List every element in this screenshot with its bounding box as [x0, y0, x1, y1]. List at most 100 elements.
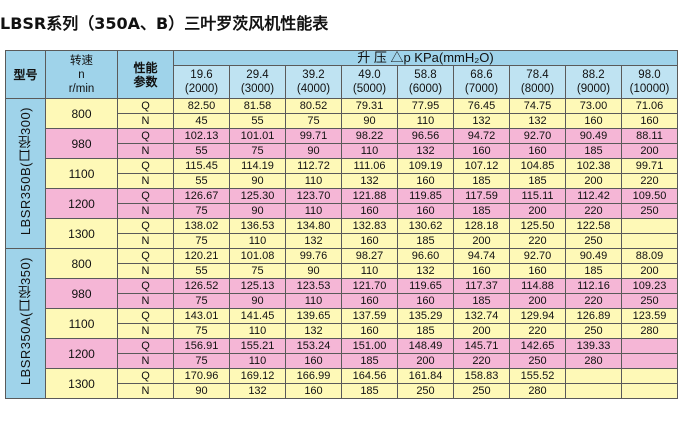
flow-value-cell: 107.12	[453, 158, 510, 174]
power-value-cell: 200	[621, 143, 678, 159]
power-value-cell: 132	[397, 263, 454, 279]
flow-value-cell: 94.74	[453, 248, 510, 264]
power-value-cell: 160	[341, 323, 398, 339]
power-value-cell: 280	[565, 353, 622, 369]
flow-value-cell: 139.33	[565, 338, 622, 354]
pressure-kpa: 68.6	[470, 69, 493, 81]
power-param-label: N	[117, 323, 174, 339]
power-value-cell	[621, 233, 678, 249]
power-value-cell: 75	[285, 113, 342, 129]
flow-value-cell: 121.70	[341, 278, 398, 294]
flow-value-cell: 121.88	[341, 188, 398, 204]
pressure-column-header: 98.0 (10000)	[621, 65, 678, 99]
power-value-cell: 75	[229, 263, 286, 279]
pressure-mmh2o: (7000)	[464, 83, 499, 95]
flow-value-cell: 92.70	[509, 128, 566, 144]
pressure-mmh2o: (8000)	[520, 83, 555, 95]
power-param-label: N	[117, 383, 174, 399]
flow-param-label: Q	[117, 368, 174, 384]
flow-value-cell: 119.85	[397, 188, 454, 204]
flow-value-cell: 129.94	[509, 308, 566, 324]
power-value-cell: 250	[397, 383, 454, 399]
flow-value-cell: 94.72	[453, 128, 510, 144]
flow-value-cell: 112.16	[565, 278, 622, 294]
flow-value-cell	[621, 338, 678, 354]
power-value-cell: 250	[565, 323, 622, 339]
power-value-cell: 220	[509, 323, 566, 339]
power-param-label: N	[117, 173, 174, 189]
flow-param-label: Q	[117, 128, 174, 144]
flow-value-cell: 169.12	[229, 368, 286, 384]
power-value-cell: 185	[453, 293, 510, 309]
power-value-cell: 185	[453, 203, 510, 219]
pressure-mmh2o: (10000)	[629, 83, 670, 95]
power-value-cell: 90	[229, 173, 286, 189]
pressure-mmh2o: (4000)	[296, 83, 331, 95]
flow-value-cell: 92.70	[509, 248, 566, 264]
table-row: N 55 75 90 110 132 160 160 185 200	[6, 143, 678, 159]
pressure-column-header: 78.4 (8000)	[509, 65, 566, 99]
flow-param-label: Q	[117, 98, 174, 114]
table-row: 1100 Q 143.01 141.45 139.65 137.59 135.29 132.7…	[6, 308, 678, 339]
power-value-cell: 200	[509, 293, 566, 309]
power-value-cell: 75	[229, 143, 286, 159]
flow-value-cell: 88.09	[621, 248, 678, 264]
table-row: LBSR350B(口径300) 800 Q 82.50 81.58 80.52 79.31 7…	[5, 98, 678, 249]
power-value-cell: 200	[453, 323, 510, 339]
flow-value-cell: 102.38	[565, 158, 622, 174]
performance-table: 型号 转速 n r/min 性能 参数 升 压 △p KPa(mmH₂O) 19…	[5, 50, 678, 399]
flow-value-cell: 148.49	[397, 338, 454, 354]
power-value-cell: 132	[453, 113, 510, 129]
flow-value-cell: 109.50	[621, 188, 678, 204]
flow-value-cell: 138.02	[173, 218, 230, 234]
flow-value-cell: 125.13	[229, 278, 286, 294]
power-param-label: N	[117, 143, 174, 159]
power-value-cell: 200	[509, 203, 566, 219]
flow-value-cell: 143.01	[173, 308, 230, 324]
table-body: LBSR350B(口径300) 800 Q 82.50 81.58 80.52 79.31 7…	[5, 98, 678, 399]
flow-value-cell: 112.42	[565, 188, 622, 204]
model-name-cell: LBSR350B(口径300)	[5, 98, 46, 249]
power-param-label: N	[117, 263, 174, 279]
power-value-cell: 280	[509, 383, 566, 399]
power-value-cell: 160	[397, 173, 454, 189]
power-param-label: N	[117, 113, 174, 129]
flow-value-cell: 115.45	[173, 158, 230, 174]
page-title: LBSR系列（350A、B）三叶罗茨风机性能表	[0, 14, 329, 33]
power-value-cell: 90	[341, 113, 398, 129]
flow-param-label: Q	[117, 248, 174, 264]
flow-value-cell: 125.50	[509, 218, 566, 234]
flow-value-cell: 77.95	[397, 98, 454, 114]
flow-value-cell: 88.11	[621, 128, 678, 144]
flow-value-cell: 90.49	[565, 248, 622, 264]
flow-value-cell: 104.85	[509, 158, 566, 174]
flow-value-cell	[621, 218, 678, 234]
power-param-label: N	[117, 353, 174, 369]
flow-value-cell: 71.06	[621, 98, 678, 114]
parameter-header: 性能 参数	[117, 50, 174, 99]
flow-value-cell: 122.58	[565, 218, 622, 234]
table-row: 1200 Q 126.67 125.30 123.70 121.88 119.85 117.5…	[6, 188, 678, 219]
power-value-cell: 220	[453, 353, 510, 369]
speed-header-line1: 转速	[70, 54, 93, 67]
power-value-cell: 110	[229, 233, 286, 249]
flow-value-cell: 123.53	[285, 278, 342, 294]
parameter-header-line1: 性能	[133, 60, 158, 75]
power-value-cell: 110	[397, 113, 454, 129]
flow-value-cell: 102.13	[173, 128, 230, 144]
flow-value-cell: 139.65	[285, 308, 342, 324]
speed-cell: 800	[45, 98, 118, 129]
power-value-cell: 55	[173, 263, 230, 279]
power-value-cell: 110	[341, 263, 398, 279]
power-value-cell: 55	[173, 173, 230, 189]
flow-value-cell: 81.58	[229, 98, 286, 114]
table-row: 1300 Q 138.02 136.53 134.80 132.83 130.62 128.1…	[6, 218, 678, 249]
power-param-label: N	[117, 293, 174, 309]
table-row: 980 Q 102.13 101.01 99.71 98.22 96.56 94.72 92.7…	[6, 128, 678, 159]
power-value-cell: 160	[341, 293, 398, 309]
power-value-cell: 220	[565, 203, 622, 219]
pressure-mmh2o: (3000)	[240, 83, 275, 95]
table-row: 1100 Q 115.45 114.19 112.72 111.06 109.19 107.1…	[6, 158, 678, 189]
power-value-cell: 185	[509, 173, 566, 189]
flow-value-cell: 98.22	[341, 128, 398, 144]
